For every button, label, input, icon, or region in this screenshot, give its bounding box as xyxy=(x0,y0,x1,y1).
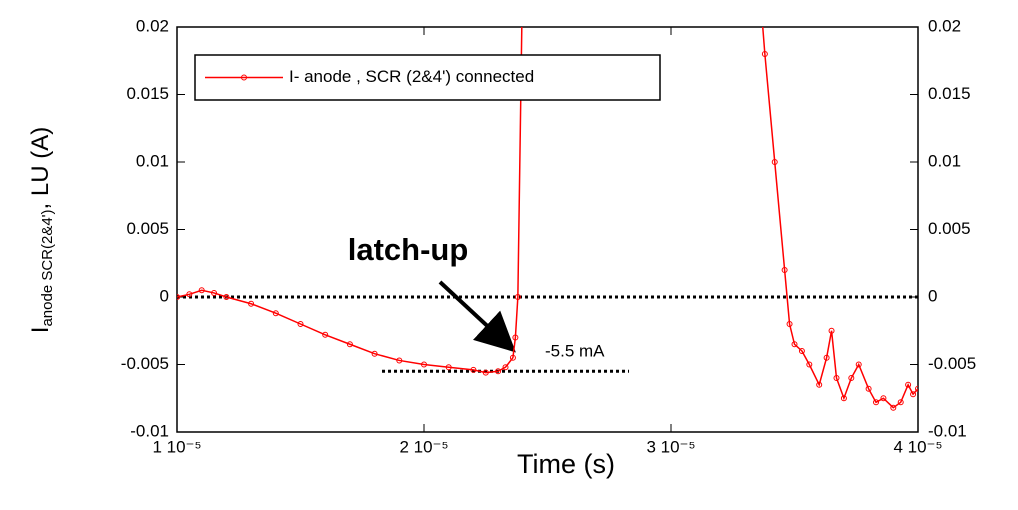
y-tick-label: 0.02 xyxy=(136,16,169,35)
data-point xyxy=(396,357,403,364)
y2-tick-label: 0 xyxy=(928,286,937,305)
annotation: -5.5 mA xyxy=(545,341,605,360)
data-point xyxy=(816,381,823,388)
data-point xyxy=(873,399,880,406)
data-point xyxy=(915,385,918,392)
data-point xyxy=(198,287,205,294)
data-point xyxy=(828,327,835,334)
y2-tick-label: 0.005 xyxy=(928,219,971,238)
data-point xyxy=(211,289,218,296)
x-tick-label: 3 10⁻⁵ xyxy=(646,437,695,456)
data-point xyxy=(470,366,477,373)
data-point xyxy=(495,368,502,375)
y2-tick-label: 0.02 xyxy=(928,16,961,35)
data-point xyxy=(880,395,887,402)
arrow xyxy=(438,280,516,353)
legend-label: I- anode , SCR (2&4') connected xyxy=(289,67,534,86)
x-tick-label: 2 10⁻⁵ xyxy=(399,437,448,456)
x-tick-label: 4 10⁻⁵ xyxy=(893,437,942,456)
data-point xyxy=(865,385,872,392)
data-point xyxy=(509,354,516,361)
data-point xyxy=(791,341,798,348)
data-point xyxy=(322,331,329,338)
x-tick-label: 1 10⁻⁵ xyxy=(152,437,201,456)
y2-tick-label: 0.01 xyxy=(928,151,961,170)
data-point xyxy=(855,361,862,368)
data-point xyxy=(798,348,805,354)
data-point xyxy=(781,267,788,273)
data-point xyxy=(514,294,521,300)
data-point xyxy=(482,369,489,376)
y2-tick-label: -0.01 xyxy=(928,421,967,440)
data-point xyxy=(890,404,897,411)
data-point xyxy=(177,294,180,300)
data-point xyxy=(445,364,452,371)
data-point xyxy=(910,391,917,398)
y2-tick-label: -0.005 xyxy=(928,354,976,373)
y-tick-label: 0.01 xyxy=(136,151,169,170)
data-point xyxy=(223,294,230,300)
data-point xyxy=(297,321,304,327)
data-point xyxy=(761,51,768,57)
y-label-sub: anode SCR(2&4') xyxy=(39,209,56,326)
data-point xyxy=(346,341,353,348)
plot-frame xyxy=(176,26,919,433)
y-tick-label: 0.005 xyxy=(126,219,169,238)
y-label-main: I xyxy=(27,327,54,334)
plot-area xyxy=(177,27,918,411)
data-point xyxy=(512,334,519,341)
y-axis-label: Ianode SCR(2&4'), LU (A) xyxy=(27,127,56,333)
y-tick-label: 0 xyxy=(160,286,169,305)
data-point xyxy=(186,291,193,298)
series-line xyxy=(177,27,918,409)
data-point xyxy=(840,395,847,402)
data-point xyxy=(272,310,279,317)
data-point xyxy=(848,375,855,381)
data-point xyxy=(786,321,793,327)
y-label-rest: , LU (A) xyxy=(27,127,54,210)
y-tick-label: -0.005 xyxy=(121,354,169,373)
data-point xyxy=(897,399,904,406)
data-point xyxy=(823,354,830,361)
y2-tick-label: 0.015 xyxy=(928,84,971,103)
y-tick-label: -0.01 xyxy=(130,421,169,440)
annotation: latch-up xyxy=(348,232,469,267)
data-point xyxy=(502,364,509,371)
data-point xyxy=(421,361,427,368)
data-point xyxy=(248,300,255,307)
legend-marker xyxy=(241,74,247,81)
data-point xyxy=(806,361,813,368)
data-point xyxy=(905,381,912,388)
x-axis-label: Time (s) xyxy=(517,449,615,479)
y-tick-label: 0.015 xyxy=(126,84,169,103)
data-point xyxy=(371,350,378,357)
data-point xyxy=(833,375,840,381)
data-point xyxy=(771,159,778,165)
